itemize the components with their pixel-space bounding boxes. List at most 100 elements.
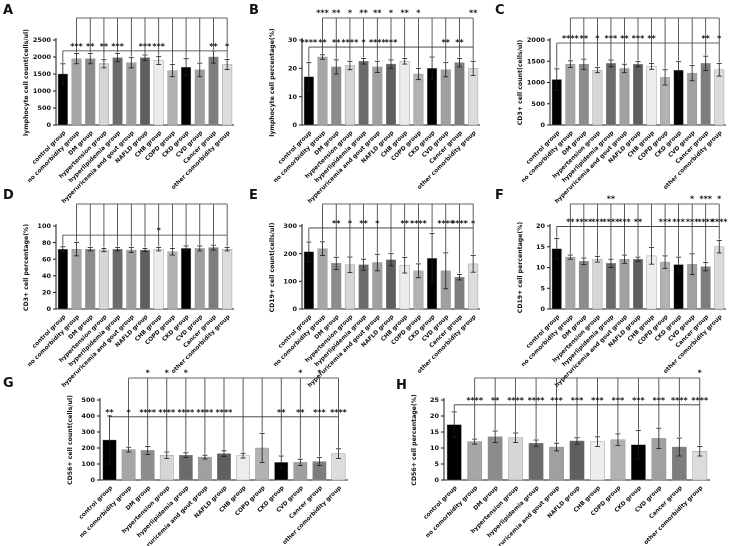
svg-text:****: **** xyxy=(197,408,215,417)
svg-text:*: * xyxy=(317,369,322,378)
svg-text:***: *** xyxy=(139,42,152,51)
svg-text:20: 20 xyxy=(430,412,440,420)
svg-text:30: 30 xyxy=(288,36,298,44)
svg-text:15: 15 xyxy=(536,243,546,251)
panel-label-b: B xyxy=(249,3,259,18)
svg-text:300: 300 xyxy=(283,222,297,230)
svg-text:0: 0 xyxy=(46,305,51,313)
svg-text:**: ** xyxy=(100,42,109,51)
svg-text:2500: 2500 xyxy=(33,36,52,44)
svg-text:0: 0 xyxy=(292,305,297,313)
svg-text:****: **** xyxy=(139,408,157,417)
svg-text:****: **** xyxy=(507,396,525,405)
svg-text:*: * xyxy=(348,219,353,228)
svg-text:**: ** xyxy=(332,219,341,228)
svg-text:CD3+ cell percentage(%): CD3+ cell percentage(%) xyxy=(23,224,30,311)
svg-text:100: 100 xyxy=(81,460,95,468)
svg-text:***: *** xyxy=(385,38,398,47)
svg-text:****: **** xyxy=(603,217,621,226)
svg-text:control group: control group xyxy=(78,485,114,521)
svg-text:**: ** xyxy=(332,9,341,18)
svg-text:****: **** xyxy=(177,408,195,417)
svg-text:5: 5 xyxy=(540,284,545,292)
svg-text:****: **** xyxy=(216,408,234,417)
svg-text:***: *** xyxy=(659,217,672,226)
svg-text:lymphocyte cell count(cells/ul: lymphocyte cell count(cells/ul) xyxy=(23,29,30,136)
svg-text:*: * xyxy=(375,219,380,228)
svg-text:0: 0 xyxy=(434,476,439,484)
svg-text:*: * xyxy=(416,9,421,18)
svg-text:***: *** xyxy=(591,396,604,405)
panel-label-c: C xyxy=(495,3,505,18)
svg-text:400: 400 xyxy=(81,412,95,420)
svg-text:15: 15 xyxy=(430,428,440,436)
svg-text:****: **** xyxy=(437,219,455,228)
svg-text:*: * xyxy=(389,9,394,18)
svg-text:lymphocyte cell percentage(%): lymphocyte cell percentage(%) xyxy=(269,28,276,137)
svg-text:****: **** xyxy=(697,217,715,226)
panel-label-f: F xyxy=(495,188,504,203)
svg-text:2000: 2000 xyxy=(527,36,546,44)
svg-text:***: *** xyxy=(605,34,618,43)
svg-text:***: *** xyxy=(313,408,326,417)
svg-text:***: *** xyxy=(316,9,329,18)
svg-text:0: 0 xyxy=(292,121,297,129)
svg-text:**: ** xyxy=(566,217,575,226)
svg-text:*: * xyxy=(690,195,695,204)
svg-text:****: **** xyxy=(466,396,484,405)
svg-text:500: 500 xyxy=(531,100,545,108)
panel-label-a: A xyxy=(3,3,14,18)
svg-text:20: 20 xyxy=(288,65,298,73)
svg-text:****: **** xyxy=(330,408,348,417)
svg-text:*: * xyxy=(595,34,600,43)
svg-text:**: ** xyxy=(373,9,382,18)
svg-text:****: **** xyxy=(711,217,729,226)
svg-text:*: * xyxy=(157,226,162,235)
svg-text:**: ** xyxy=(105,408,114,417)
svg-text:**: ** xyxy=(332,38,341,47)
svg-text:**: ** xyxy=(469,9,478,18)
svg-text:***: *** xyxy=(571,396,584,405)
svg-text:2000: 2000 xyxy=(33,53,52,61)
panel-label-g: G xyxy=(3,376,14,391)
svg-text:***: *** xyxy=(699,195,712,204)
svg-text:*: * xyxy=(471,219,476,228)
panel-label-e: E xyxy=(249,188,258,203)
svg-text:500: 500 xyxy=(81,396,95,404)
svg-text:*: * xyxy=(127,408,132,417)
svg-text:60: 60 xyxy=(42,255,52,263)
svg-text:CD56+ cell percentage(%): CD56+ cell percentage(%) xyxy=(411,394,418,486)
svg-text:****: **** xyxy=(158,408,176,417)
svg-text:10: 10 xyxy=(288,93,298,101)
svg-text:****: **** xyxy=(691,396,709,405)
svg-text:***: *** xyxy=(632,34,645,43)
svg-text:****: **** xyxy=(369,38,387,47)
svg-text:***: *** xyxy=(632,396,645,405)
svg-text:**: ** xyxy=(359,9,368,18)
svg-text:**: ** xyxy=(491,396,500,405)
bar-chart-g: 0 100 200 300 400 500 CD56+ cell count(cells/u… xyxy=(67,369,348,546)
svg-text:****: **** xyxy=(342,38,360,47)
svg-text:**: ** xyxy=(634,217,643,226)
svg-text:****: **** xyxy=(300,38,318,47)
svg-text:**: ** xyxy=(620,34,629,43)
svg-text:**: ** xyxy=(580,34,589,43)
svg-text:***: *** xyxy=(653,396,666,405)
svg-text:1000: 1000 xyxy=(527,79,546,87)
svg-text:0: 0 xyxy=(90,476,95,484)
svg-text:0: 0 xyxy=(540,305,545,313)
svg-text:**: ** xyxy=(401,9,410,18)
svg-text:*: * xyxy=(348,9,353,18)
svg-text:**: ** xyxy=(442,38,451,47)
svg-text:****: **** xyxy=(451,219,469,228)
svg-text:300: 300 xyxy=(81,428,95,436)
svg-text:***: *** xyxy=(618,217,631,226)
svg-text:20: 20 xyxy=(42,289,52,297)
svg-text:*: * xyxy=(717,34,722,43)
svg-text:5: 5 xyxy=(434,460,439,468)
svg-text:**: ** xyxy=(359,219,368,228)
